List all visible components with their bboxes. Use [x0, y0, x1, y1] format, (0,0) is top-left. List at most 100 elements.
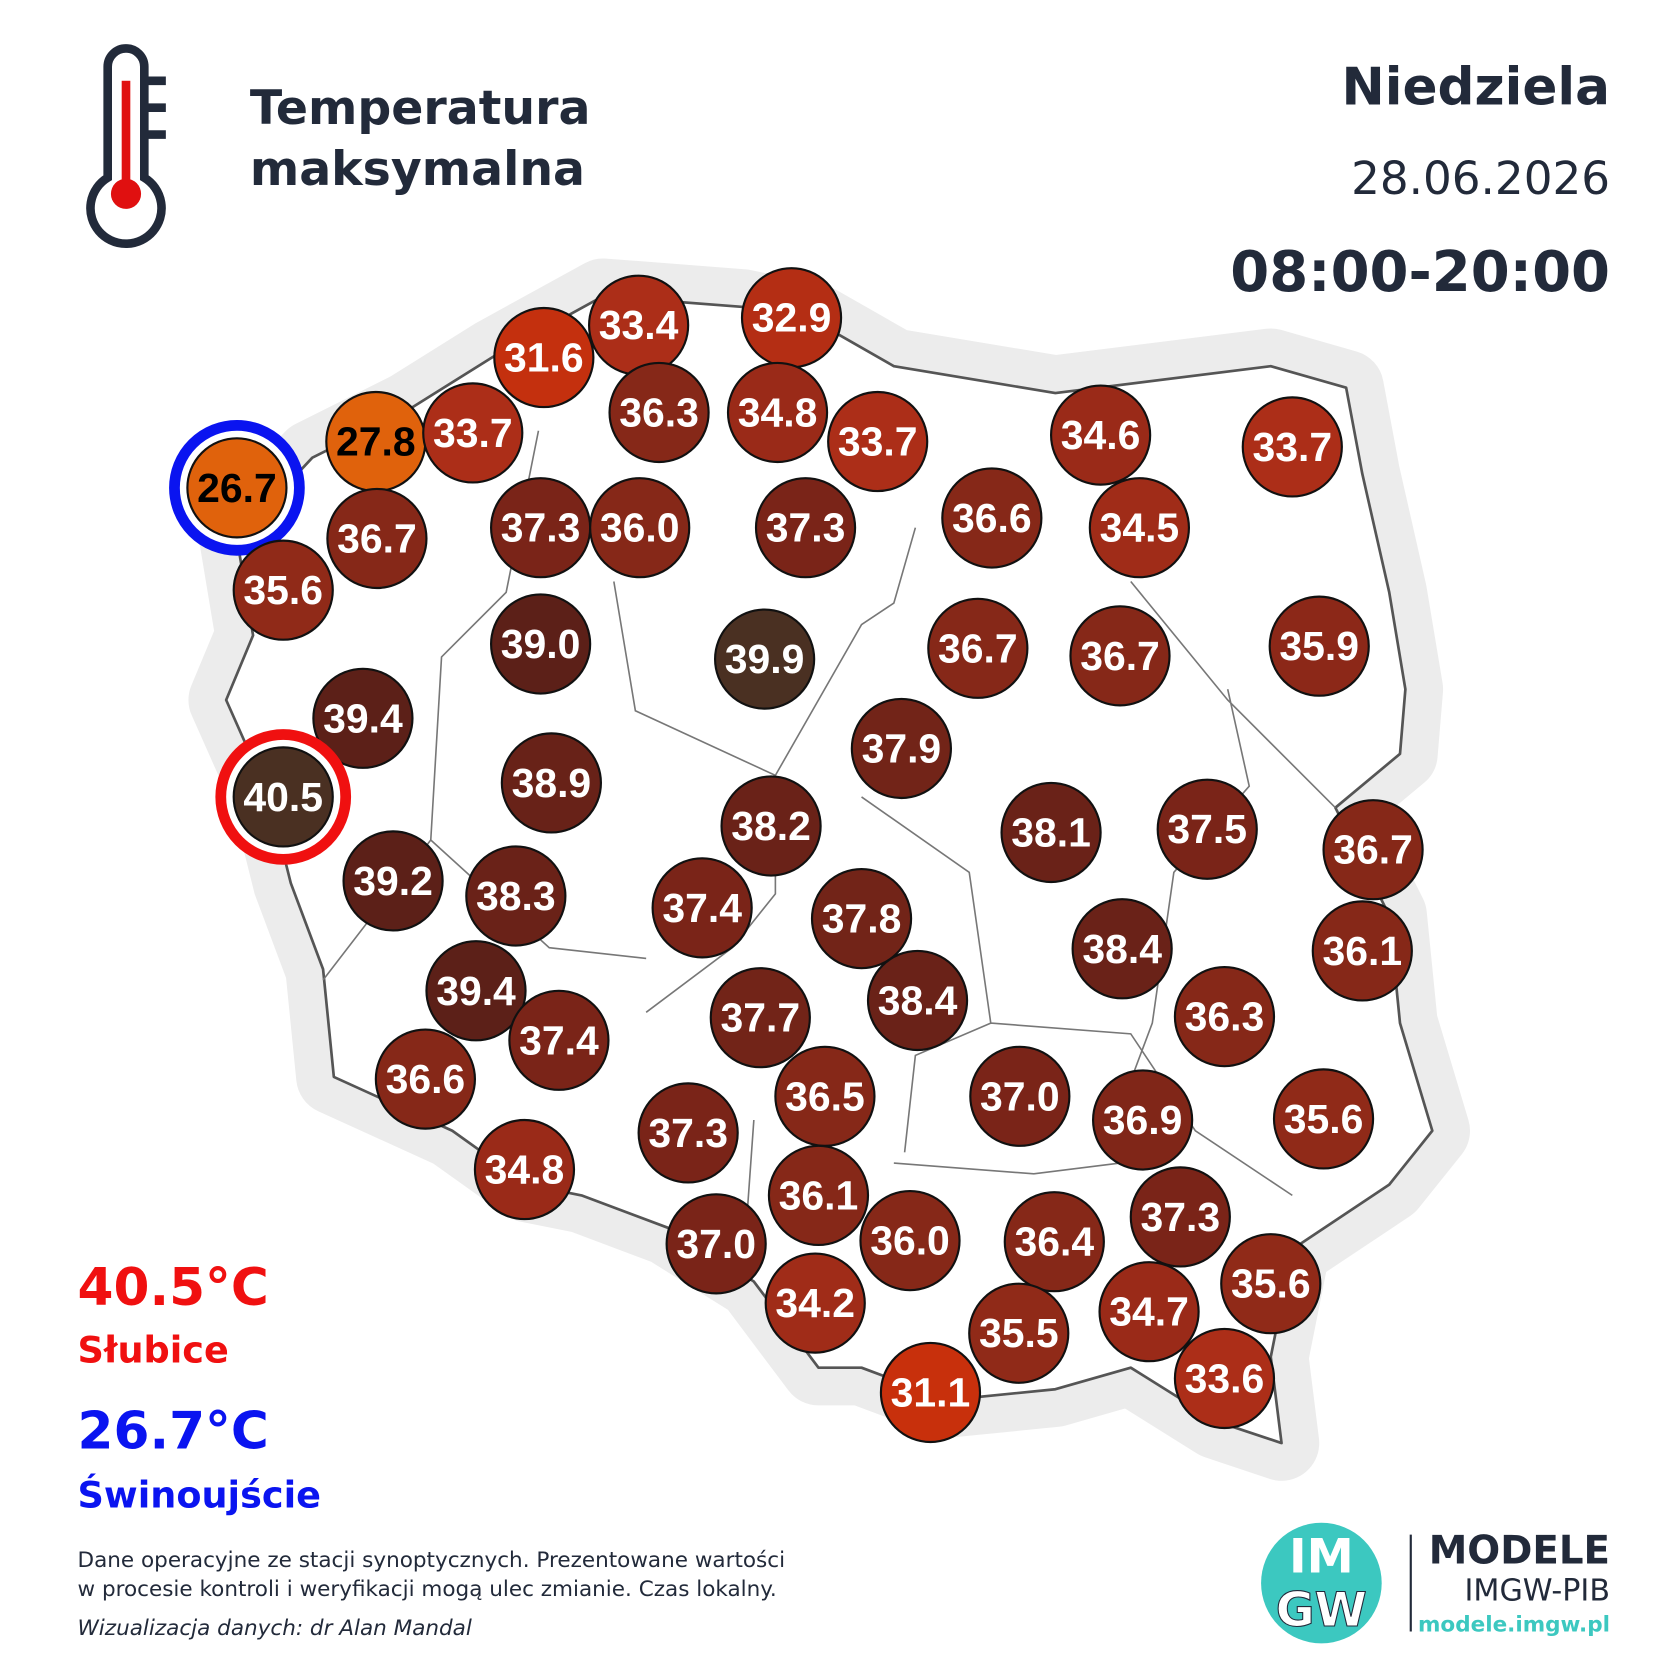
station-value: 38.4: [878, 977, 958, 1023]
url: modele.imgw.pl: [1418, 1613, 1610, 1638]
station-value: 36.1: [779, 1172, 859, 1218]
station-value: 36.7: [938, 625, 1018, 671]
station-value: 37.3: [766, 505, 846, 551]
station-marker: [764, 1252, 866, 1354]
station-marker: [1268, 595, 1370, 697]
station-value: 37.3: [648, 1110, 728, 1156]
station-marker: [1088, 477, 1190, 579]
station-marker: [941, 467, 1043, 569]
station-marker: [1311, 900, 1413, 1002]
station-value: 34.6: [1061, 412, 1141, 458]
station-marker: [720, 775, 822, 877]
station-marker: [1003, 1191, 1105, 1293]
station-marker: [1272, 1068, 1375, 1170]
station-value: 36.5: [785, 1073, 865, 1119]
station-value: 26.7: [197, 465, 277, 511]
station-marker: [665, 1193, 767, 1295]
station-marker: [508, 989, 610, 1091]
station-marker: [1069, 605, 1171, 707]
station-value: 38.2: [731, 803, 811, 849]
station-value: 36.0: [600, 505, 680, 551]
station-value: 37.4: [662, 885, 742, 931]
title: maksymalna: [250, 142, 585, 197]
station-value: 27.8: [336, 419, 416, 465]
title: Temperatura: [250, 81, 591, 136]
station-marker: [1241, 396, 1343, 498]
station-value: 35.6: [243, 567, 323, 613]
station-marker: [637, 1082, 739, 1184]
station-marker: [493, 306, 595, 409]
station-value: 38.4: [1082, 926, 1162, 972]
station-value: 37.7: [720, 995, 800, 1041]
station-value: 34.5: [1100, 505, 1180, 551]
station-value: 39.2: [353, 858, 433, 904]
station-marker: [425, 940, 527, 1042]
station-marker: [186, 437, 288, 539]
station-marker: [232, 746, 334, 848]
station-value: 40.5: [243, 774, 323, 820]
station-marker: [1050, 384, 1152, 486]
station-value: 37.0: [676, 1221, 756, 1267]
station-marker: [500, 732, 602, 834]
max-value: 40.5°C: [78, 1258, 269, 1318]
station-marker: [312, 667, 414, 769]
station-value: 36.6: [952, 495, 1032, 541]
station-value: 37.3: [1140, 1194, 1220, 1240]
day: Niedziela: [1342, 57, 1610, 117]
station-value: 38.3: [476, 873, 556, 919]
station-value: 33.7: [433, 410, 513, 456]
brand: MODELE: [1429, 1529, 1610, 1574]
note: w procesie kontroli i weryfikacji mogą u…: [78, 1577, 777, 1602]
logo: IM GW MODELE IMGW-PIB modele.imgw.pl: [1261, 1522, 1610, 1644]
credit: Wizualizacja danych: dr Alan Mandal: [78, 1616, 472, 1641]
station-marker: [754, 477, 857, 579]
station-value: 36.6: [386, 1056, 466, 1102]
station-marker: [473, 1118, 576, 1221]
station-value: 39.4: [436, 968, 516, 1014]
station-value: 36.7: [337, 515, 417, 561]
station-marker: [968, 1282, 1070, 1384]
min-value: 26.7°C: [78, 1401, 269, 1461]
station-value: 31.1: [891, 1369, 971, 1415]
station-marker: [1322, 799, 1424, 901]
station-marker: [342, 830, 444, 932]
station-value: 33.6: [1185, 1355, 1265, 1401]
station-marker: [608, 361, 710, 464]
station-value: 34.8: [738, 389, 818, 435]
station-value: 38.1: [1011, 809, 1091, 855]
station-marker: [1098, 1261, 1200, 1363]
station-marker: [490, 593, 592, 695]
station-value: 36.9: [1103, 1097, 1183, 1143]
org: IMGW-PIB: [1465, 1573, 1610, 1608]
station-marker: [810, 867, 913, 970]
station-value: 34.8: [485, 1147, 565, 1193]
station-marker: [1173, 965, 1276, 1068]
logo-bottom: GW: [1276, 1583, 1367, 1638]
station-marker: [1000, 781, 1102, 884]
station-value: 36.7: [1080, 633, 1160, 679]
station-marker: [1156, 778, 1258, 880]
station-marker: [1071, 898, 1173, 1000]
thermometer-icon: [86, 44, 166, 248]
station-marker: [651, 857, 753, 959]
station-value: 34.7: [1109, 1289, 1189, 1335]
station-marker: [1220, 1233, 1322, 1335]
station-marker: [1129, 1166, 1231, 1268]
station-marker: [927, 597, 1029, 699]
station-value: 31.6: [504, 335, 584, 381]
station-value: 34.2: [775, 1280, 855, 1326]
station-marker: [767, 1144, 870, 1246]
station-marker: [374, 1028, 476, 1130]
station-marker: [866, 949, 969, 1052]
station-value: 39.9: [725, 636, 805, 682]
station-value: 37.9: [862, 725, 942, 771]
station-marker: [465, 845, 567, 947]
station-marker: [232, 539, 334, 641]
min-place: Świnoujście: [78, 1473, 321, 1517]
station-value: 37.8: [822, 896, 902, 942]
station-marker: [859, 1190, 961, 1292]
station-marker: [1092, 1069, 1194, 1171]
logo-top: IM: [1289, 1529, 1354, 1584]
date: 28.06.2026: [1351, 152, 1610, 205]
